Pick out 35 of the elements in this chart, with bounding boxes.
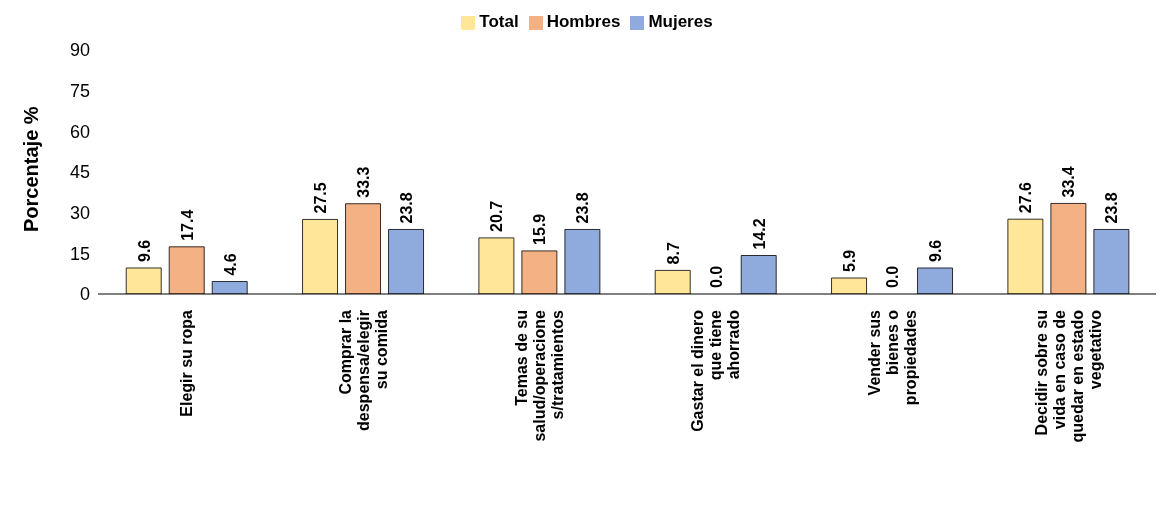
- y-tick-label: 45: [69, 162, 90, 183]
- data-label: 8.7: [664, 242, 682, 265]
- x-tick-label: Decidir sobre su vida en caso de quedar en estado vegetativo: [1032, 309, 1104, 443]
- data-label: 4.6: [221, 253, 239, 276]
- y-tick-label: 60: [69, 121, 90, 142]
- data-label: 0.0: [707, 265, 725, 288]
- data-label: 15.9: [531, 213, 549, 245]
- data-label: 20.7: [488, 200, 506, 232]
- data-label: 0.0: [884, 265, 902, 288]
- y-tick-label: 30: [69, 203, 90, 224]
- y-tick-label: 75: [69, 81, 90, 102]
- data-label: 17.4: [178, 209, 196, 241]
- data-label: 33.3: [355, 166, 373, 198]
- legend-label: Total: [479, 12, 519, 31]
- x-tick-label: Comprar la despensa/elegir su comida: [336, 309, 390, 431]
- data-label: 5.9: [841, 249, 859, 272]
- x-tick-label: Vender sus bienes o propiedades: [865, 309, 919, 406]
- x-tick-label: Gastar el dinero que tiene ahorrado: [689, 309, 743, 432]
- x-tick-label: Elegir su ropa: [178, 309, 196, 417]
- y-tick-label: 90: [69, 40, 90, 61]
- data-label: 9.6: [135, 239, 153, 262]
- y-tick-label: 15: [69, 243, 90, 264]
- data-label: 23.8: [398, 192, 416, 224]
- x-tick-label: Temas de su salud/operaciones/tratamientos: [512, 309, 566, 442]
- data-label: 23.8: [1103, 192, 1121, 224]
- y-tick-label: 0: [79, 284, 90, 305]
- data-label: 23.8: [574, 192, 592, 224]
- data-label: 27.5: [312, 182, 330, 214]
- legend-label: Mujeres: [648, 12, 713, 31]
- legend-label: Hombres: [546, 12, 621, 31]
- data-label: 27.6: [1017, 181, 1035, 214]
- data-label: 14.2: [750, 218, 768, 250]
- data-label: 33.4: [1060, 166, 1078, 198]
- data-label: 9.6: [927, 239, 945, 262]
- y-axis-title: Porcentaje %: [20, 106, 43, 232]
